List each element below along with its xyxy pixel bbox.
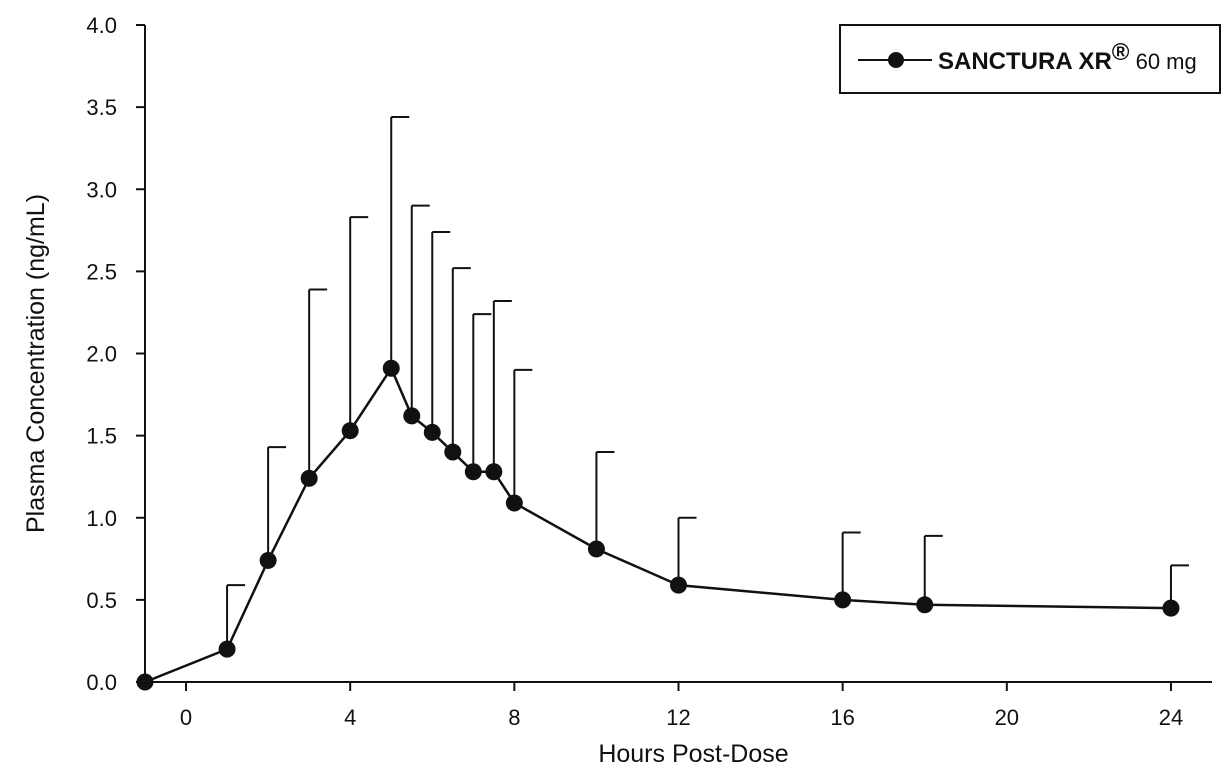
y-tick-label: 4.0 bbox=[86, 13, 117, 38]
data-point bbox=[382, 359, 400, 377]
y-tick-label: 1.0 bbox=[86, 506, 117, 531]
legend-registered-mark: ® bbox=[1112, 39, 1130, 66]
data-point bbox=[259, 551, 277, 569]
x-tick-label: 24 bbox=[1159, 705, 1183, 730]
data-point bbox=[423, 423, 441, 441]
axis-ticks: 0.0 0.5 1.0 1.5 2.0 2.5 3.0 3.5 4.0 0 4 8 12 16 20 24 bbox=[86, 13, 1183, 730]
data-point bbox=[300, 469, 318, 487]
data-point bbox=[464, 463, 482, 481]
series-line bbox=[144, 365, 1171, 684]
x-tick-label: 20 bbox=[995, 705, 1019, 730]
x-tick-label: 0 bbox=[180, 705, 192, 730]
legend-dose: 60 mg bbox=[1129, 49, 1196, 74]
x-tick-label: 4 bbox=[344, 705, 356, 730]
data-point bbox=[916, 596, 934, 614]
y-tick-label: 0.0 bbox=[86, 670, 117, 695]
data-point bbox=[218, 640, 236, 658]
legend-marker-swatch bbox=[888, 52, 904, 68]
y-axis-title: Plasma Concentration (ng/mL) bbox=[22, 194, 50, 533]
series-polyline bbox=[144, 365, 1171, 684]
series-points bbox=[136, 359, 1180, 691]
legend-label: SANCTURA XR® 60 mg bbox=[938, 39, 1197, 75]
x-tick-label: 8 bbox=[508, 705, 520, 730]
data-point bbox=[587, 540, 605, 558]
y-tick-label: 3.5 bbox=[86, 95, 117, 120]
data-point bbox=[136, 673, 154, 691]
data-point bbox=[670, 576, 687, 594]
y-tick-label: 3.0 bbox=[86, 177, 117, 202]
error-bars bbox=[226, 115, 1189, 650]
data-point bbox=[505, 494, 523, 512]
x-tick-label: 16 bbox=[830, 705, 854, 730]
y-tick-label: 2.5 bbox=[86, 259, 117, 284]
x-tick-label: 12 bbox=[666, 705, 690, 730]
y-tick-label: 0.5 bbox=[86, 588, 117, 613]
legend-name: SANCTURA XR bbox=[938, 48, 1112, 75]
data-point bbox=[403, 407, 421, 425]
data-point bbox=[834, 591, 852, 609]
legend: SANCTURA XR® 60 mg bbox=[839, 24, 1221, 94]
data-point bbox=[341, 422, 359, 440]
x-axis-title: Hours Post-Dose bbox=[598, 740, 788, 768]
data-point bbox=[444, 443, 462, 461]
y-tick-label: 2.0 bbox=[86, 342, 117, 367]
data-point bbox=[1162, 599, 1180, 617]
data-point bbox=[485, 463, 503, 481]
y-tick-label: 1.5 bbox=[86, 424, 117, 449]
